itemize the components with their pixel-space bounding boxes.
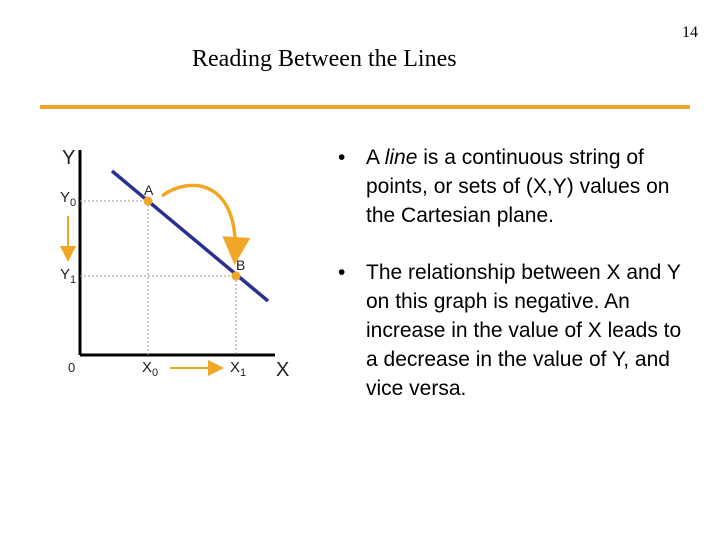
negative-line bbox=[110, 169, 270, 303]
bullet-negative-relationship: • The relationship between X and Y on th… bbox=[338, 258, 698, 403]
bullet-text-post: is a continuous string of points, or set… bbox=[366, 146, 670, 227]
point-b-label: B bbox=[236, 257, 245, 273]
x1-label: X1 bbox=[230, 359, 246, 379]
bullet-emphasis: line bbox=[384, 146, 418, 169]
line-diagram: Y X 0 Y0 Y1 X0 X1 A B bbox=[60, 147, 289, 381]
point-a-label: A bbox=[144, 182, 154, 198]
origin-label: 0 bbox=[68, 360, 75, 375]
point-b bbox=[231, 271, 241, 281]
page-number: 14 bbox=[682, 24, 698, 41]
curved-arrow-a-to-b bbox=[160, 183, 251, 265]
bullet-list: • A line is a continuous string of point… bbox=[338, 143, 698, 431]
x-axis-label: X bbox=[276, 359, 289, 381]
bullet-marker: • bbox=[338, 146, 346, 169]
bullet-marker: • bbox=[338, 261, 346, 284]
bullet-text: The relationship between X and Y on this… bbox=[366, 261, 682, 400]
y1-label: Y1 bbox=[60, 266, 76, 286]
title-rule bbox=[40, 105, 690, 109]
y-axis-label: Y bbox=[62, 147, 75, 169]
slide-title: Reading Between the Lines bbox=[192, 46, 457, 72]
bullet-text-pre: A bbox=[366, 146, 385, 169]
x0-label: X0 bbox=[142, 359, 158, 379]
point-a bbox=[143, 196, 153, 206]
y0-label: Y0 bbox=[60, 189, 76, 209]
bullet-line-definition: • A line is a continuous string of point… bbox=[338, 143, 698, 230]
